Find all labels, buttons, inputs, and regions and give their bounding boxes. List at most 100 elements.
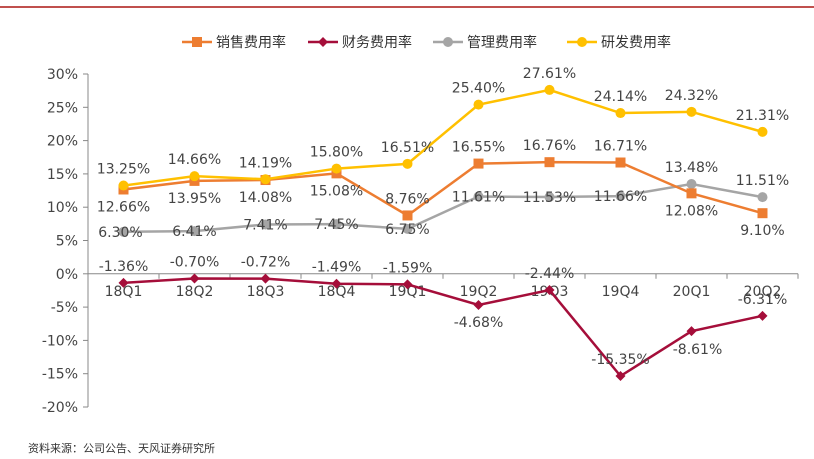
data-label: -6.31% <box>738 292 788 308</box>
data-point <box>118 180 129 191</box>
legend-item: 管理费用率 <box>433 34 537 51</box>
data-point <box>615 157 626 168</box>
data-point <box>192 37 202 47</box>
data-point <box>443 37 453 47</box>
data-point <box>402 210 413 221</box>
data-label: -2.44% <box>525 266 575 282</box>
data-label: 24.32% <box>665 88 718 104</box>
series-layer <box>118 84 768 382</box>
y-tick-label: -5% <box>51 300 78 316</box>
data-point <box>260 174 271 185</box>
data-label: -1.49% <box>312 260 362 276</box>
x-tick-label: 18Q2 <box>176 284 214 300</box>
data-point <box>686 106 697 117</box>
series-line <box>123 88 763 187</box>
y-tick-label: 10% <box>47 200 78 216</box>
y-tick-label: 20% <box>47 134 78 150</box>
y-axis: -20% -15% -10% -5% 0% 5% 10% 15% 20% 25% 30% <box>42 67 89 416</box>
source-note: 资料来源：公司公告、天风证券研究所 <box>28 442 215 455</box>
legend-item: 销售费用率 <box>182 34 286 51</box>
header-divider <box>0 6 814 8</box>
data-point <box>473 299 484 310</box>
series-line <box>123 182 763 234</box>
legend-label: 管理费用率 <box>467 34 537 51</box>
data-point <box>331 163 342 174</box>
data-label: 9.10% <box>740 223 784 239</box>
legend-item: 研发费用率 <box>567 34 671 51</box>
y-tick-label: 5% <box>56 234 78 250</box>
y-tick-label: 0% <box>56 267 78 283</box>
data-label: 24.14% <box>594 89 647 105</box>
legend-label: 财务费用率 <box>342 34 412 51</box>
x-tick-label: 18Q4 <box>318 284 356 300</box>
data-label: 6.75% <box>385 222 429 238</box>
data-label: 16.71% <box>594 139 647 155</box>
series-4 <box>118 84 768 191</box>
data-label: 15.08% <box>310 183 363 199</box>
legend: 销售费用率 财务费用率 管理费用率 研发费用率 <box>182 34 671 51</box>
data-label: 11.61% <box>452 189 505 205</box>
data-label: 11.53% <box>523 190 576 206</box>
data-label: 13.48% <box>665 160 718 176</box>
legend-label: 销售费用率 <box>216 34 286 51</box>
data-label: 16.55% <box>452 140 505 156</box>
data-point <box>473 191 484 202</box>
data-label: 21.31% <box>736 108 789 124</box>
data-point <box>118 277 129 288</box>
data-label: -4.68% <box>454 315 504 331</box>
y-tick-label: -15% <box>42 367 78 383</box>
data-point <box>118 226 129 237</box>
expense-ratio-chart: 销售费用率 财务费用率 管理费用率 研发费用率 -20% -15% -10% -5% 0% 5%… <box>42 34 799 416</box>
data-point <box>260 219 271 230</box>
data-point <box>544 84 555 95</box>
data-label: -15.35% <box>591 352 649 368</box>
data-labels: 12.66% 13.95% 14.08% 15.08% 8.76% 16.55% 16.76… <box>97 66 789 368</box>
data-label: -8.61% <box>673 342 723 358</box>
x-tick-label: 18Q1 <box>105 284 143 300</box>
data-point <box>686 188 697 199</box>
data-point <box>615 191 626 202</box>
y-tick-label: 25% <box>47 100 78 116</box>
data-label: 25.40% <box>452 81 505 97</box>
x-axis: 18Q118Q218Q318Q419Q119Q219Q319Q420Q120Q2 <box>87 273 799 300</box>
data-point <box>473 99 484 110</box>
data-point <box>331 219 342 230</box>
data-point <box>318 37 328 47</box>
legend-label: 研发费用率 <box>601 34 671 51</box>
data-point <box>189 226 200 237</box>
data-point <box>544 285 555 296</box>
data-point <box>189 273 200 284</box>
data-point <box>544 192 555 203</box>
data-label: 6.41% <box>172 224 216 240</box>
y-tick-label: 30% <box>47 67 78 83</box>
data-label: 14.08% <box>239 190 292 206</box>
data-point <box>402 223 413 234</box>
data-point <box>686 179 697 190</box>
data-label: 7.41% <box>243 217 287 233</box>
data-label: 12.08% <box>665 203 718 219</box>
data-label: 11.51% <box>736 173 789 189</box>
data-point <box>577 37 587 47</box>
data-label: 13.25% <box>97 162 150 178</box>
x-tick-label: 20Q2 <box>744 284 782 300</box>
x-tick-label: 19Q4 <box>602 284 640 300</box>
x-tick-label: 20Q1 <box>673 284 711 300</box>
data-label: 6.30% <box>98 225 142 241</box>
data-label: -1.36% <box>99 259 149 275</box>
series-2 <box>118 273 768 382</box>
data-label: 14.66% <box>168 152 221 168</box>
series-line <box>123 160 763 217</box>
data-point <box>402 279 413 290</box>
data-label: 12.66% <box>97 199 150 215</box>
data-label: 16.76% <box>523 138 576 154</box>
data-point <box>615 371 626 382</box>
data-point <box>544 157 555 168</box>
data-label: 15.80% <box>310 145 363 161</box>
data-point <box>615 108 626 119</box>
data-point <box>757 208 768 219</box>
data-label: 13.95% <box>168 191 221 207</box>
data-label: 16.51% <box>381 140 434 156</box>
data-label: -1.59% <box>383 260 433 276</box>
data-label: 7.45% <box>314 217 358 233</box>
x-tick-label: 18Q3 <box>247 284 285 300</box>
